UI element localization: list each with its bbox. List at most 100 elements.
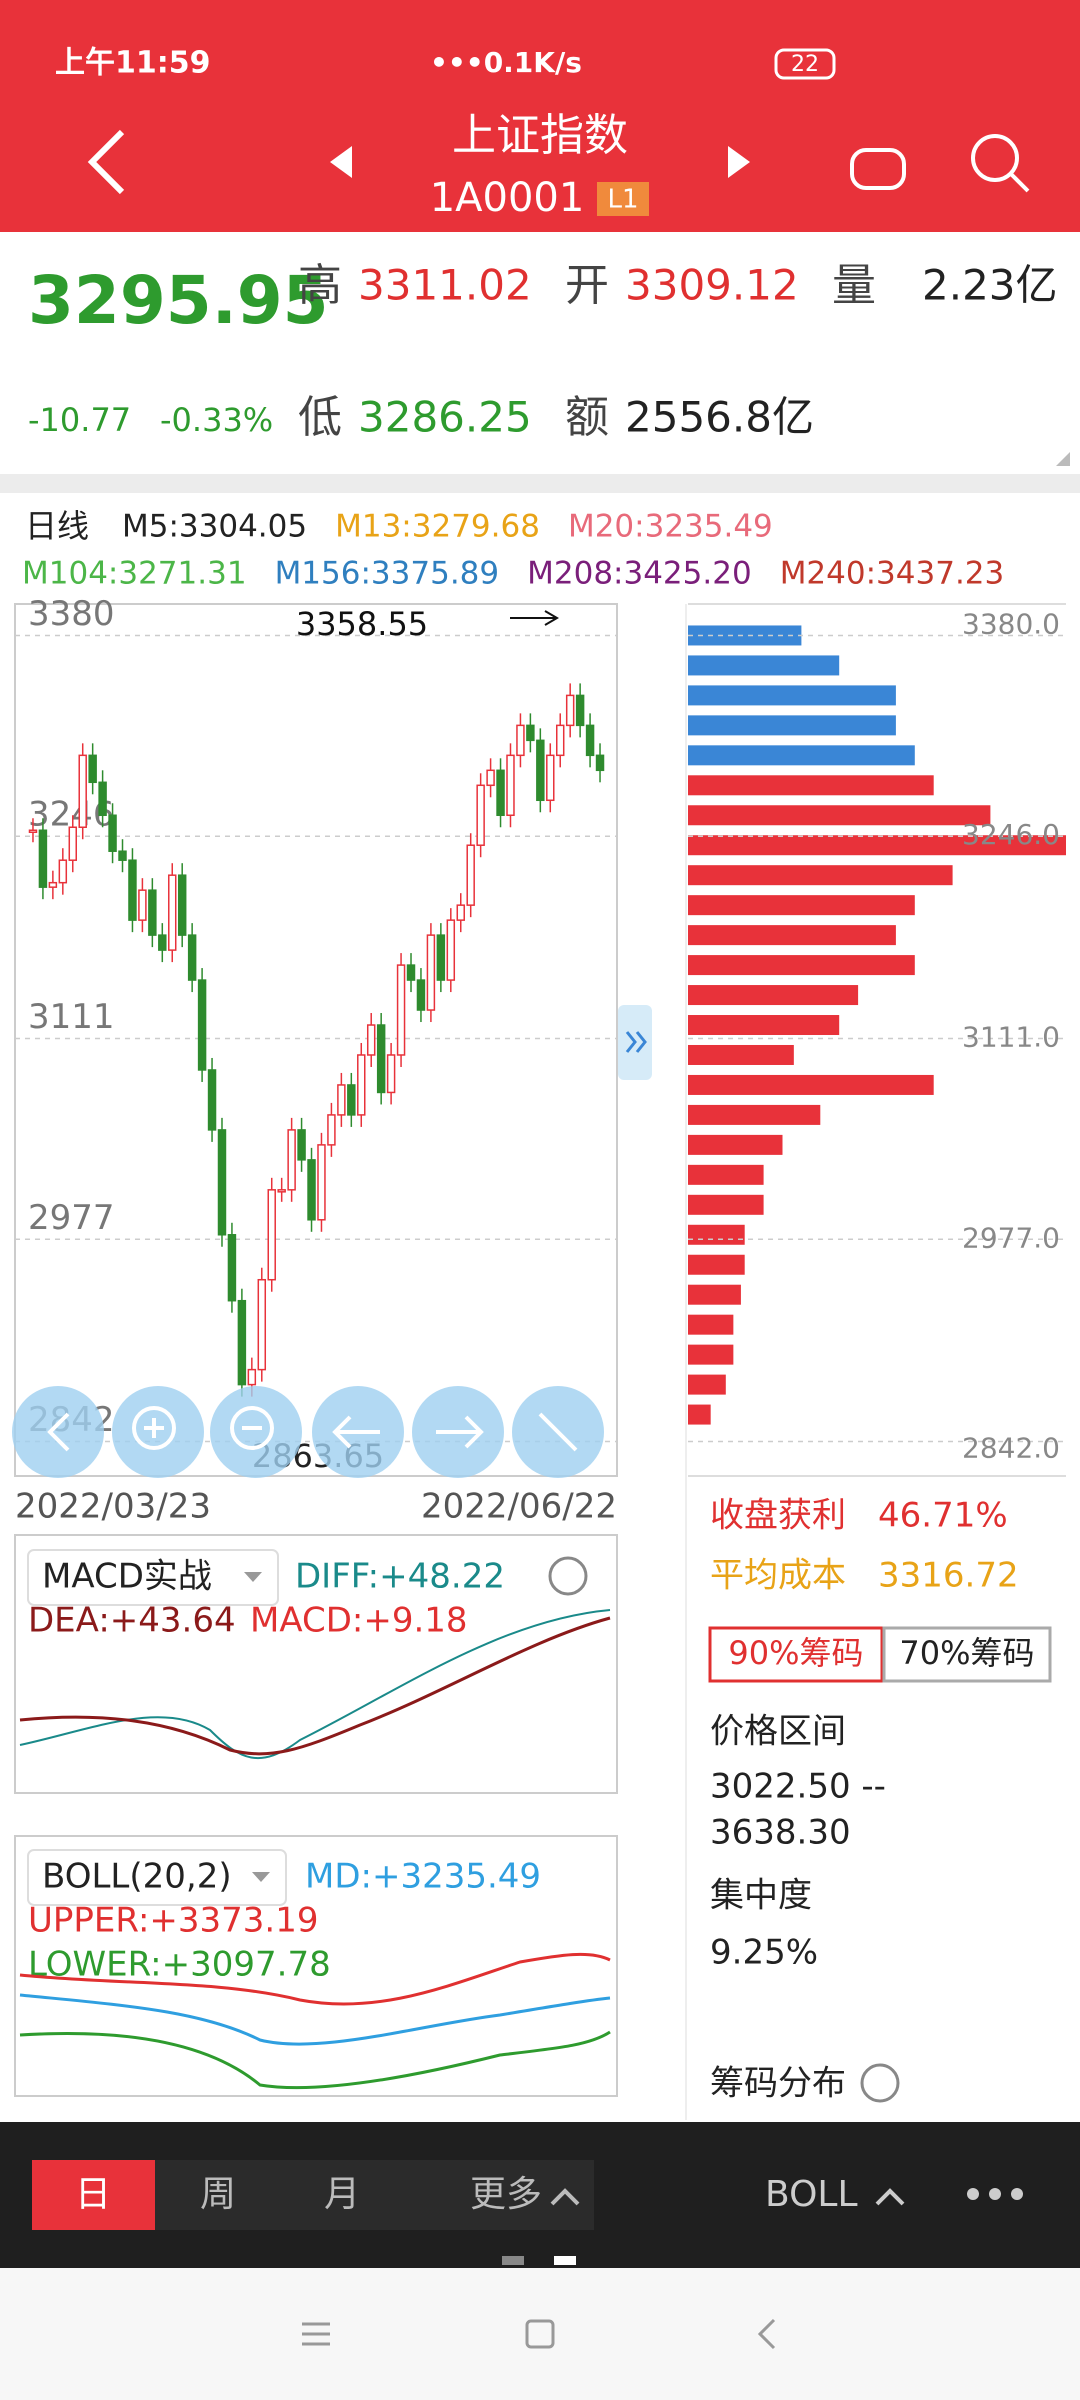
candle <box>138 889 147 921</box>
low-value: 3286.25 <box>358 393 532 442</box>
help-icon[interactable] <box>548 1556 588 1596</box>
high-annotation: 3358.55 <box>296 605 428 643</box>
candle <box>38 829 48 888</box>
candle <box>357 1054 366 1116</box>
chip-bar <box>688 1284 741 1305</box>
prev-stock[interactable] <box>330 146 352 178</box>
chip-bar <box>688 745 915 766</box>
avg-cost-label: 平均成本 <box>710 1556 846 1596</box>
change: -10.77 <box>28 401 131 439</box>
candle <box>595 754 605 772</box>
period-tab[interactable]: 周 <box>200 2174 236 2215</box>
candle <box>78 754 87 828</box>
boll-dropdown[interactable] <box>27 1849 287 1906</box>
candle <box>277 1189 286 1193</box>
icon <box>230 1406 274 1450</box>
icon <box>464 1415 484 1449</box>
macd-value: MACD:+9.18 <box>250 1601 468 1641</box>
candle <box>347 1084 356 1116</box>
status-time: 上午11:59 <box>55 46 211 81</box>
back-button[interactable] <box>87 129 125 195</box>
next-stock[interactable] <box>728 146 750 178</box>
period-tab[interactable]: 月 <box>324 2174 360 2215</box>
chip-70-button[interactable] <box>882 1626 1052 1683</box>
candle <box>496 769 505 817</box>
high-arrow-head <box>544 610 559 626</box>
high-label: 高 <box>298 260 342 311</box>
candle <box>416 979 426 1011</box>
chip-bar <box>688 715 896 736</box>
nav-home[interactable] <box>525 2319 555 2349</box>
dropdown-caret <box>244 1572 262 1582</box>
y-tick-label: 2977 <box>28 1198 115 1238</box>
chip-tick-label: 3246.0 <box>962 818 1060 851</box>
macd-frame <box>14 1534 618 1794</box>
candle <box>565 694 575 727</box>
ma-period: 日线 <box>25 507 89 545</box>
more-dot[interactable] <box>1011 2188 1023 2200</box>
zoom-out-button[interactable] <box>210 1386 302 1478</box>
candle <box>118 850 127 861</box>
change-pct: -0.33% <box>160 401 273 439</box>
nav-bar <box>0 2268 1080 2400</box>
candle <box>88 754 97 784</box>
candle <box>506 754 515 817</box>
candle <box>476 784 485 846</box>
indicator-caret <box>875 2188 905 2206</box>
more-dot[interactable] <box>989 2188 1001 2200</box>
macd-dea: DEA:+43.64 <box>28 1601 236 1641</box>
boll-upper: UPPER:+3373.19 <box>28 1901 319 1941</box>
candle <box>386 1054 396 1094</box>
chip-tick-label: 2842.0 <box>962 1432 1060 1465</box>
high-value: 3311.02 <box>358 261 532 310</box>
expand-corner[interactable] <box>1056 452 1070 466</box>
candle <box>158 934 167 951</box>
boll-md: MD:+3235.49 <box>305 1857 541 1897</box>
candle <box>575 694 585 727</box>
candle <box>287 1129 296 1191</box>
y-tick-label: 3380 <box>28 594 115 634</box>
robot-icon[interactable] <box>850 148 906 190</box>
indicator-selector[interactable]: BOLL <box>765 2174 858 2215</box>
chip-bar <box>688 895 915 916</box>
candle <box>317 1144 326 1221</box>
expand-arrow <box>635 1031 647 1053</box>
move-first-button[interactable] <box>12 1386 104 1478</box>
candle <box>526 724 535 742</box>
boll-frame <box>14 1835 618 2097</box>
macd-diff: DIFF:+48.22 <box>295 1557 505 1597</box>
candle <box>68 826 77 861</box>
status-speed: •••0.1K/s <box>430 46 582 79</box>
search-handle <box>1009 172 1030 193</box>
nav-back[interactable] <box>757 2318 776 2350</box>
battery-level: 22 <box>791 52 819 77</box>
chip-bar <box>688 835 1066 856</box>
ma-legend-item: M5:3304.05 <box>122 509 307 545</box>
level-badge: L1 <box>607 185 638 215</box>
candle <box>58 859 68 884</box>
candle <box>267 1189 276 1281</box>
period-tab[interactable]: 更多 <box>470 2174 542 2215</box>
candle <box>406 964 416 981</box>
profit-label: 收盘获利 <box>710 1496 846 1536</box>
chip-bar <box>688 775 934 796</box>
period-tab[interactable]: 日 <box>75 2174 111 2215</box>
stock-code: 1A0001 <box>430 175 585 221</box>
candle <box>227 1234 237 1302</box>
more-dot[interactable] <box>967 2188 979 2200</box>
search-icon[interactable] <box>971 134 1019 182</box>
dropdown-caret <box>252 1872 270 1882</box>
chip-90-button[interactable] <box>708 1626 884 1683</box>
help-icon[interactable] <box>860 2063 900 2103</box>
concentration-label: 集中度 <box>710 1876 812 1916</box>
candle <box>257 1278 267 1371</box>
chip-bar <box>688 985 859 1006</box>
amount-label: 额 <box>565 392 609 443</box>
candle <box>327 1114 336 1146</box>
candle <box>396 964 406 1056</box>
zoom-in-button[interactable] <box>112 1386 204 1478</box>
macd-dropdown[interactable] <box>27 1549 279 1606</box>
candle <box>98 781 107 817</box>
